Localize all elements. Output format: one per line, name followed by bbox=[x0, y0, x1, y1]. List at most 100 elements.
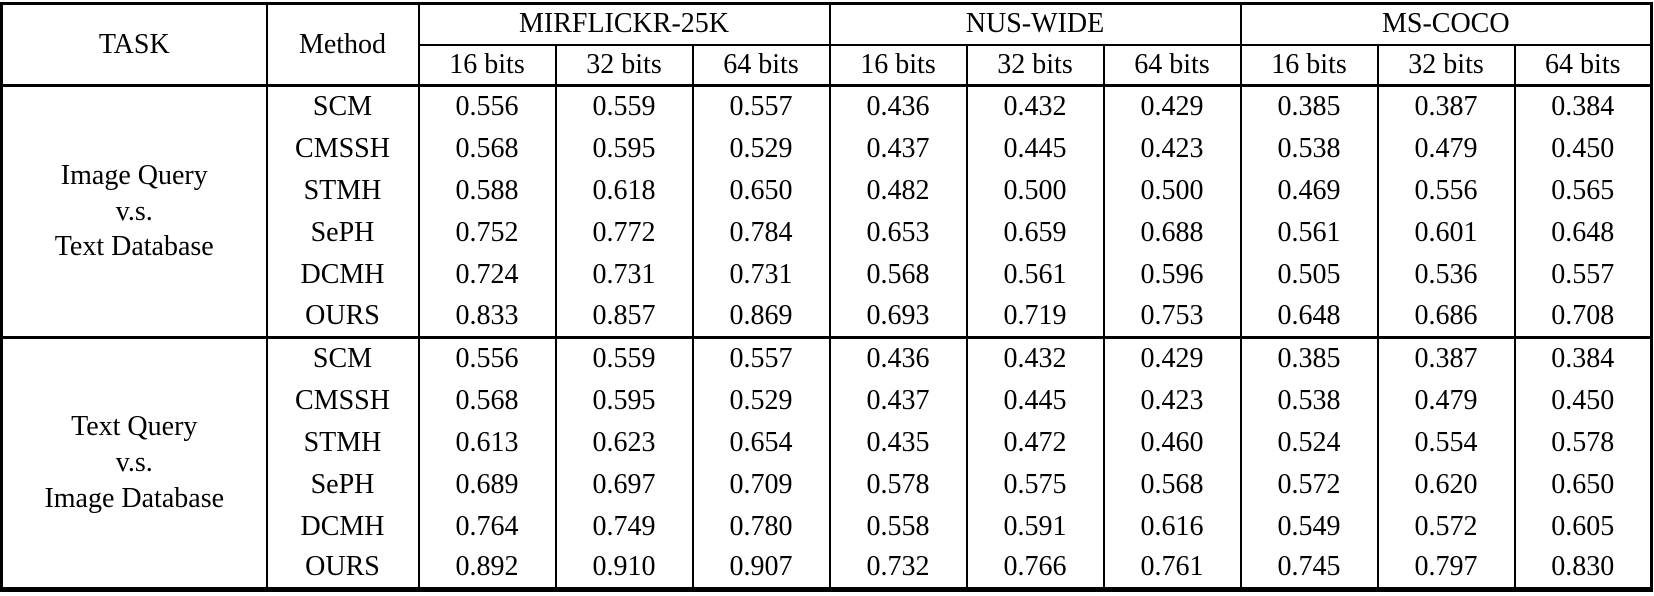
metric-value: 0.654 bbox=[691, 421, 831, 464]
metric-value: 0.761 bbox=[1102, 547, 1242, 590]
metric-value: 0.557 bbox=[691, 85, 831, 128]
metric-value: 0.601 bbox=[1376, 211, 1516, 254]
metric-value: 0.650 bbox=[1513, 463, 1653, 506]
metric-value: 0.833 bbox=[417, 295, 557, 338]
metric-value: 0.500 bbox=[965, 169, 1105, 212]
metric-value: 0.749 bbox=[554, 505, 694, 548]
metric-value: 0.697 bbox=[554, 463, 694, 506]
metric-value: 0.432 bbox=[965, 336, 1105, 380]
bits-header: 16 bits bbox=[828, 44, 968, 87]
metric-value: 0.561 bbox=[1239, 211, 1379, 254]
metric-value: 0.596 bbox=[1102, 253, 1242, 296]
task-label: Image Query v.s. Text Database bbox=[0, 85, 268, 338]
metric-value: 0.568 bbox=[828, 253, 968, 296]
dataset-header-mscoco: MS-COCO bbox=[1239, 3, 1653, 46]
metric-value: 0.595 bbox=[554, 379, 694, 422]
metric-value: 0.445 bbox=[965, 379, 1105, 422]
metric-value: 0.613 bbox=[417, 421, 557, 464]
metric-value: 0.556 bbox=[417, 336, 557, 380]
method-name: SCM bbox=[265, 336, 420, 380]
method-name: CMSSH bbox=[265, 379, 420, 422]
metric-value: 0.648 bbox=[1239, 295, 1379, 338]
metric-value: 0.764 bbox=[417, 505, 557, 548]
header-row-datasets: TASK Method MIRFLICKR-25K NUS-WIDE MS-CO… bbox=[0, 3, 1653, 87]
table-row: SePH 0.689 0.697 0.709 0.578 0.575 0.568 0.572 0… bbox=[2, 463, 1653, 506]
bits-header: 64 bits bbox=[1102, 44, 1242, 87]
metric-value: 0.460 bbox=[1102, 421, 1242, 464]
task-column-header: TASK bbox=[0, 3, 268, 87]
metric-value: 0.436 bbox=[828, 336, 968, 380]
method-name: STMH bbox=[265, 169, 420, 212]
bits-header: 32 bits bbox=[965, 44, 1105, 87]
metric-value: 0.830 bbox=[1513, 547, 1653, 590]
metric-value: 0.450 bbox=[1513, 127, 1653, 170]
metric-value: 0.568 bbox=[417, 127, 557, 170]
metric-value: 0.578 bbox=[828, 463, 968, 506]
method-name: DCMH bbox=[265, 253, 420, 296]
metric-value: 0.620 bbox=[1376, 463, 1516, 506]
metric-value: 0.538 bbox=[1239, 127, 1379, 170]
metric-value: 0.429 bbox=[1102, 85, 1242, 128]
metric-value: 0.385 bbox=[1239, 336, 1379, 380]
metric-value: 0.529 bbox=[691, 127, 831, 170]
metric-value: 0.753 bbox=[1102, 295, 1242, 338]
metric-value: 0.618 bbox=[554, 169, 694, 212]
metric-value: 0.437 bbox=[828, 127, 968, 170]
metric-value: 0.784 bbox=[691, 211, 831, 254]
metric-value: 0.568 bbox=[417, 379, 557, 422]
metric-value: 0.423 bbox=[1102, 127, 1242, 170]
metric-value: 0.688 bbox=[1102, 211, 1242, 254]
metric-value: 0.384 bbox=[1513, 85, 1653, 128]
metric-value: 0.561 bbox=[965, 253, 1105, 296]
metric-value: 0.731 bbox=[691, 253, 831, 296]
metric-value: 0.693 bbox=[828, 295, 968, 338]
bits-header: 32 bits bbox=[1376, 44, 1516, 87]
metric-value: 0.708 bbox=[1513, 295, 1653, 338]
metric-value: 0.689 bbox=[417, 463, 557, 506]
metric-value: 0.591 bbox=[965, 505, 1105, 548]
metric-value: 0.616 bbox=[1102, 505, 1242, 548]
metric-value: 0.686 bbox=[1376, 295, 1516, 338]
bits-header: 64 bits bbox=[1513, 44, 1653, 87]
method-name: SCM bbox=[265, 85, 420, 128]
task-label-line: Image Database bbox=[44, 482, 225, 514]
metric-value: 0.568 bbox=[1102, 463, 1242, 506]
metric-value: 0.505 bbox=[1239, 253, 1379, 296]
metric-value: 0.482 bbox=[828, 169, 968, 212]
metric-value: 0.432 bbox=[965, 85, 1105, 128]
metric-value: 0.572 bbox=[1239, 463, 1379, 506]
metric-value: 0.766 bbox=[965, 547, 1105, 590]
metric-value: 0.387 bbox=[1376, 85, 1516, 128]
metric-value: 0.429 bbox=[1102, 336, 1242, 380]
metric-value: 0.575 bbox=[965, 463, 1105, 506]
task-label-line: Text Database bbox=[54, 231, 214, 263]
metric-value: 0.578 bbox=[1513, 421, 1653, 464]
metric-value: 0.556 bbox=[1376, 169, 1516, 212]
metric-value: 0.445 bbox=[965, 127, 1105, 170]
metric-value: 0.559 bbox=[554, 85, 694, 128]
table-row: Image Query v.s. Text Database SCM 0.556 0.55… bbox=[0, 85, 1653, 338]
task-label-line: v.s. bbox=[115, 195, 153, 227]
metric-value: 0.549 bbox=[1239, 505, 1379, 548]
metric-value: 0.524 bbox=[1239, 421, 1379, 464]
method-name: CMSSH bbox=[265, 127, 420, 170]
metric-value: 0.724 bbox=[417, 253, 557, 296]
metric-value: 0.659 bbox=[965, 211, 1105, 254]
metric-value: 0.892 bbox=[417, 547, 557, 590]
metric-value: 0.529 bbox=[691, 379, 831, 422]
method-name: SePH bbox=[265, 463, 420, 506]
metric-value: 0.559 bbox=[554, 336, 694, 380]
method-name: OURS bbox=[265, 547, 420, 590]
method-name: DCMH bbox=[265, 505, 420, 548]
metric-value: 0.623 bbox=[554, 421, 694, 464]
metric-value: 0.745 bbox=[1239, 547, 1379, 590]
bits-header: 16 bits bbox=[1239, 44, 1379, 87]
table-row: OURS 0.892 0.910 0.907 0.732 0.766 0.761 0.745 0… bbox=[2, 547, 1653, 590]
table-row: DCMH 0.764 0.749 0.780 0.558 0.591 0.616 0.549 0… bbox=[2, 505, 1653, 548]
bits-header: 64 bits bbox=[691, 44, 831, 87]
metric-value: 0.857 bbox=[554, 295, 694, 338]
metric-value: 0.479 bbox=[1376, 127, 1516, 170]
metric-value: 0.780 bbox=[691, 505, 831, 548]
